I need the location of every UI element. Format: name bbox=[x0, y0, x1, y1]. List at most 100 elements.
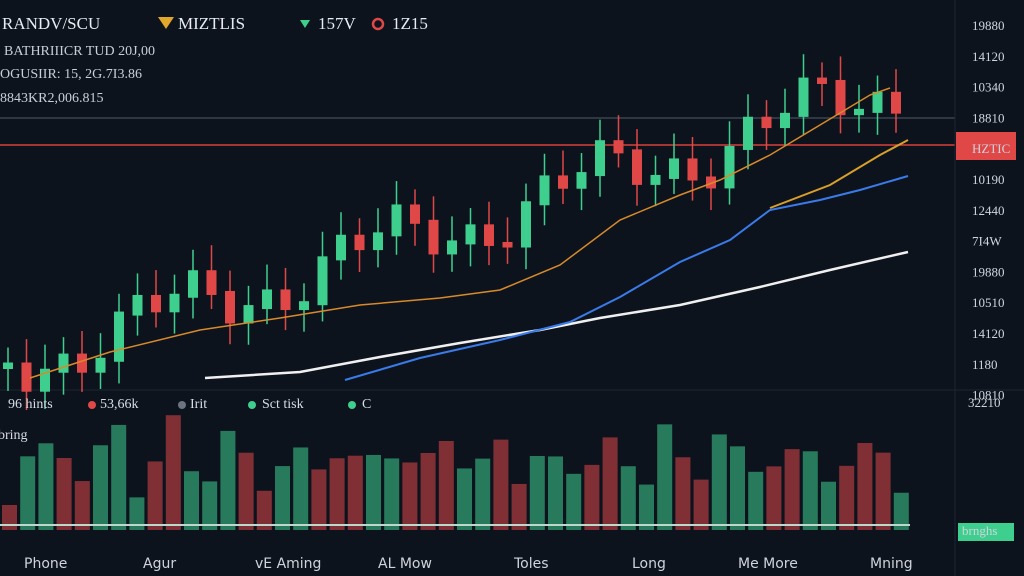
volume-bar bbox=[165, 415, 181, 530]
tab[interactable]: vE Aming bbox=[255, 556, 321, 572]
candle bbox=[539, 175, 550, 206]
volume-bar bbox=[220, 430, 236, 530]
candle bbox=[280, 289, 291, 311]
volume-bar bbox=[730, 446, 745, 530]
volume-bar bbox=[493, 439, 509, 530]
legend-item: Irit bbox=[190, 397, 207, 412]
price-label: 1180 bbox=[972, 357, 998, 372]
price-label: 19880 bbox=[972, 264, 1005, 279]
volume-bar bbox=[857, 443, 873, 530]
volume-bar bbox=[93, 445, 108, 530]
legend-item: 96 hints bbox=[8, 397, 53, 412]
volume-bar bbox=[20, 456, 36, 530]
info-line: OGUSIIR: 15, 2G.7I3.86 bbox=[0, 67, 142, 82]
volume-bar bbox=[711, 434, 727, 530]
volume-bar bbox=[420, 453, 436, 530]
volume-bar bbox=[566, 473, 582, 530]
candle bbox=[151, 294, 161, 313]
tab[interactable]: AL Mow bbox=[378, 556, 432, 572]
blue-ma bbox=[344, 175, 909, 381]
candle bbox=[595, 140, 605, 177]
icon bbox=[158, 17, 174, 29]
candle bbox=[354, 234, 365, 251]
info-line: 8843KR2,006.815 bbox=[0, 91, 103, 106]
volume-tag-label: brnghs bbox=[962, 523, 997, 538]
candle bbox=[373, 232, 383, 251]
candle bbox=[780, 112, 790, 129]
candles bbox=[3, 54, 901, 411]
volume-label: bring bbox=[0, 428, 28, 443]
up-icon bbox=[300, 20, 310, 28]
candle bbox=[428, 219, 439, 255]
volume-bar bbox=[56, 458, 72, 530]
price-tag bbox=[956, 132, 1016, 160]
price-label: 14120 bbox=[972, 49, 1005, 64]
candle bbox=[502, 241, 513, 248]
candle bbox=[854, 108, 864, 116]
candle bbox=[317, 256, 328, 306]
candle bbox=[891, 91, 901, 114]
candle bbox=[687, 158, 698, 181]
symbol: RANDV/SCU bbox=[2, 14, 100, 33]
legend-item: Sct tisk bbox=[262, 397, 304, 412]
tab[interactable]: Toles bbox=[513, 556, 549, 572]
indicator-name: MIZTLIS bbox=[178, 14, 245, 33]
candle bbox=[447, 240, 457, 255]
volume-bar bbox=[548, 456, 563, 530]
volume-bar bbox=[293, 447, 309, 530]
volume-bar bbox=[675, 457, 691, 530]
candle bbox=[58, 353, 69, 373]
tab[interactable]: Me More bbox=[738, 556, 798, 572]
volume-bar bbox=[766, 466, 782, 530]
candle bbox=[3, 362, 13, 369]
volume-bar bbox=[893, 492, 909, 530]
tab[interactable]: Agur bbox=[143, 556, 176, 572]
volume-bar bbox=[329, 458, 345, 530]
legend-dot bbox=[248, 401, 256, 409]
candle bbox=[650, 174, 661, 185]
tab[interactable]: Long bbox=[632, 556, 666, 572]
legend-item: C bbox=[362, 397, 371, 412]
volume-bar bbox=[202, 481, 218, 530]
down-value: 1Z15 bbox=[392, 14, 428, 33]
candle bbox=[613, 140, 624, 154]
candle bbox=[299, 301, 309, 311]
volume-bar bbox=[620, 466, 636, 530]
volume-axis-label: 32210 bbox=[968, 395, 1001, 410]
legend-dot bbox=[178, 401, 186, 409]
price-label: 10510 bbox=[972, 295, 1005, 310]
volume-bar bbox=[657, 424, 673, 530]
volume-bar bbox=[147, 461, 163, 530]
price-label: 10190 bbox=[972, 172, 1005, 187]
white-ma bbox=[204, 250, 909, 380]
tab[interactable]: Mning bbox=[870, 556, 913, 572]
price-label: 7I4W bbox=[972, 234, 1002, 249]
volume-bar bbox=[784, 449, 800, 530]
candle bbox=[206, 270, 217, 295]
volume-bar bbox=[748, 471, 764, 530]
price-label: 14120 bbox=[972, 326, 1005, 341]
price-label: 10340 bbox=[972, 80, 1005, 95]
candle bbox=[21, 362, 32, 392]
volume-bar bbox=[275, 466, 290, 530]
candle bbox=[243, 305, 254, 324]
volume-bar bbox=[529, 455, 545, 530]
candle bbox=[188, 270, 198, 298]
tab[interactable]: Phone bbox=[24, 556, 67, 572]
legend-dot bbox=[348, 401, 356, 409]
candle bbox=[40, 368, 50, 392]
price-label: 12440 bbox=[972, 203, 1005, 218]
candle bbox=[724, 145, 735, 189]
volume-tag bbox=[958, 523, 1014, 541]
candle bbox=[484, 224, 494, 246]
legend-item: 53,66k bbox=[100, 397, 139, 412]
candle bbox=[262, 289, 272, 310]
up-value: 157V bbox=[318, 14, 357, 33]
volume-bar bbox=[602, 437, 618, 530]
legend-dot bbox=[88, 401, 96, 409]
volume-bar bbox=[184, 471, 199, 530]
volume-bar bbox=[839, 465, 855, 530]
candle bbox=[391, 204, 402, 237]
